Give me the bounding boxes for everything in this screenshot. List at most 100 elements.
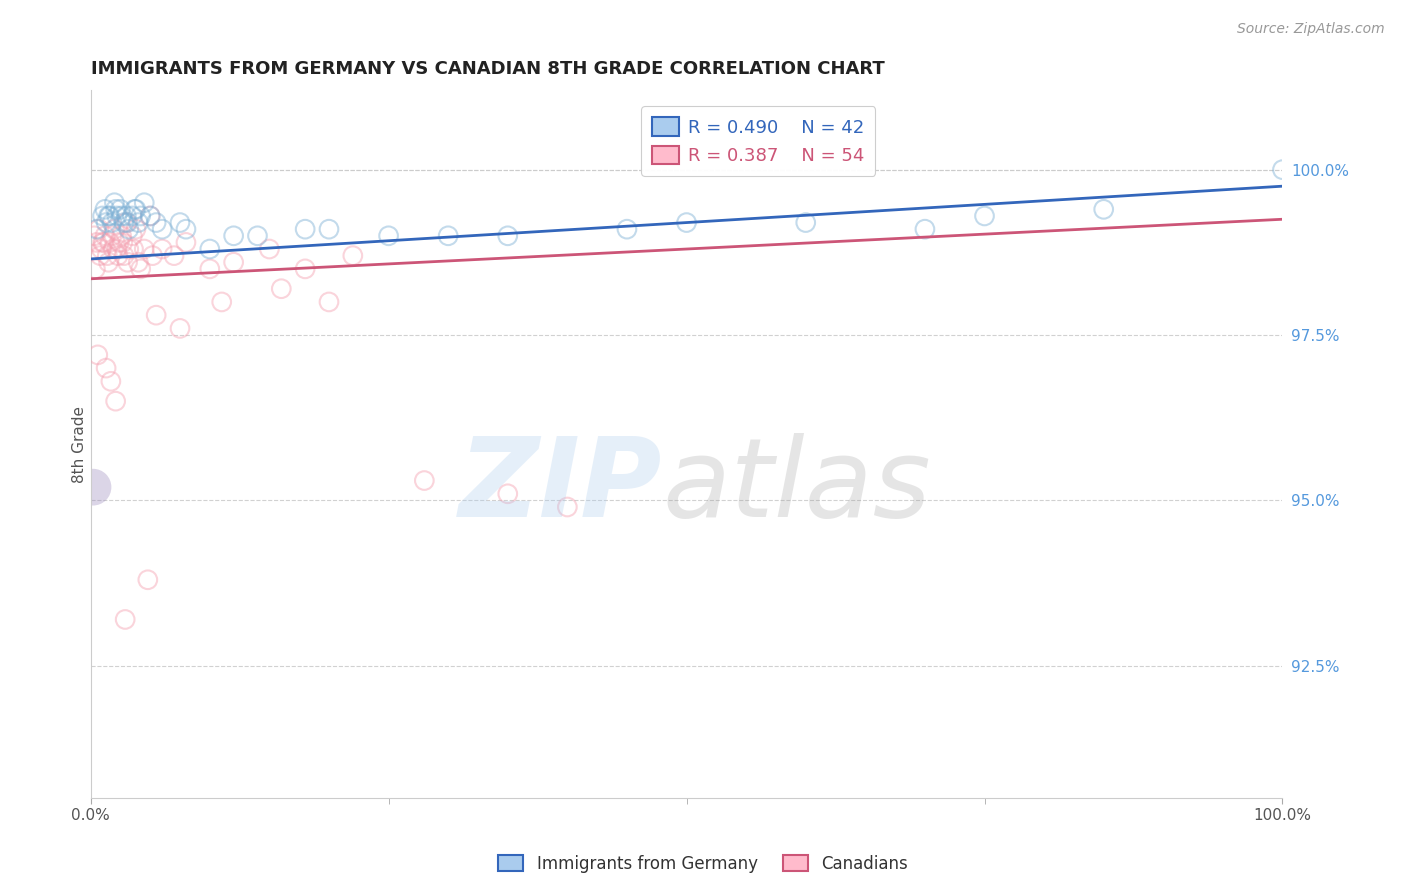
- Point: [108, 235, 131, 250]
- Point: [134, 242, 156, 256]
- Point: [342, 249, 364, 263]
- Point: [139, 209, 162, 223]
- Point: [98, 209, 121, 223]
- Point: [86, 222, 108, 236]
- Point: [150, 222, 173, 236]
- Point: [125, 202, 148, 217]
- Point: [111, 235, 134, 250]
- Point: [86, 235, 108, 250]
- Point: [129, 261, 152, 276]
- Point: [91, 209, 114, 223]
- Point: [496, 228, 519, 243]
- Point: [110, 228, 132, 243]
- Point: [198, 261, 221, 276]
- Point: [97, 255, 120, 269]
- Point: [294, 222, 316, 236]
- Point: [150, 242, 173, 256]
- Point: [101, 216, 124, 230]
- Point: [104, 394, 127, 409]
- Point: [222, 255, 245, 269]
- Point: [96, 249, 118, 263]
- Point: [87, 348, 110, 362]
- Legend: R = 0.490    N = 42, R = 0.387    N = 54: R = 0.490 N = 42, R = 0.387 N = 54: [641, 106, 875, 176]
- Point: [110, 202, 132, 217]
- Point: [127, 216, 149, 230]
- Point: [169, 321, 191, 335]
- Point: [98, 235, 121, 250]
- Point: [90, 242, 112, 256]
- Point: [145, 308, 167, 322]
- Y-axis label: 8th Grade: 8th Grade: [72, 406, 87, 483]
- Text: atlas: atlas: [662, 434, 931, 541]
- Point: [557, 500, 579, 514]
- Text: ZIP: ZIP: [460, 434, 662, 541]
- Point: [294, 261, 316, 276]
- Point: [91, 235, 114, 250]
- Point: [122, 242, 145, 256]
- Point: [139, 209, 162, 223]
- Point: [145, 216, 167, 230]
- Point: [973, 209, 995, 223]
- Point: [105, 242, 128, 256]
- Point: [121, 228, 143, 243]
- Point: [124, 202, 146, 217]
- Point: [112, 249, 135, 263]
- Point: [616, 222, 638, 236]
- Point: [136, 573, 159, 587]
- Text: Source: ZipAtlas.com: Source: ZipAtlas.com: [1237, 22, 1385, 37]
- Point: [174, 235, 197, 250]
- Point: [94, 202, 117, 217]
- Point: [93, 235, 115, 250]
- Point: [129, 209, 152, 223]
- Point: [97, 209, 120, 223]
- Point: [914, 222, 936, 236]
- Point: [118, 222, 141, 236]
- Point: [318, 295, 340, 310]
- Point: [174, 222, 197, 236]
- Point: [82, 480, 104, 494]
- Point: [104, 202, 127, 217]
- Point: [142, 249, 165, 263]
- Point: [163, 249, 186, 263]
- Point: [211, 295, 233, 310]
- Point: [101, 228, 124, 243]
- Point: [112, 216, 135, 230]
- Point: [83, 228, 105, 243]
- Point: [84, 261, 107, 276]
- Point: [246, 228, 269, 243]
- Point: [100, 374, 122, 388]
- Point: [103, 222, 125, 236]
- Point: [134, 195, 156, 210]
- Point: [114, 612, 136, 626]
- Point: [89, 249, 111, 263]
- Point: [377, 228, 399, 243]
- Point: [259, 242, 281, 256]
- Point: [117, 255, 139, 269]
- Point: [115, 209, 138, 223]
- Point: [413, 474, 436, 488]
- Point: [675, 216, 697, 230]
- Point: [794, 216, 817, 230]
- Point: [94, 228, 117, 243]
- Point: [103, 195, 125, 210]
- Point: [121, 209, 143, 223]
- Point: [105, 209, 128, 223]
- Point: [110, 209, 132, 223]
- Point: [94, 216, 117, 230]
- Point: [222, 228, 245, 243]
- Point: [127, 255, 149, 269]
- Point: [87, 222, 110, 236]
- Point: [118, 242, 141, 256]
- Point: [125, 222, 148, 236]
- Point: [169, 216, 191, 230]
- Point: [318, 222, 340, 236]
- Point: [115, 216, 138, 230]
- Point: [270, 282, 292, 296]
- Point: [496, 487, 519, 501]
- Text: IMMIGRANTS FROM GERMANY VS CANADIAN 8TH GRADE CORRELATION CHART: IMMIGRANTS FROM GERMANY VS CANADIAN 8TH …: [90, 60, 884, 78]
- Point: [198, 242, 221, 256]
- Legend: Immigrants from Germany, Canadians: Immigrants from Germany, Canadians: [492, 848, 914, 880]
- Point: [1271, 162, 1294, 177]
- Point: [437, 228, 460, 243]
- Point: [1092, 202, 1115, 217]
